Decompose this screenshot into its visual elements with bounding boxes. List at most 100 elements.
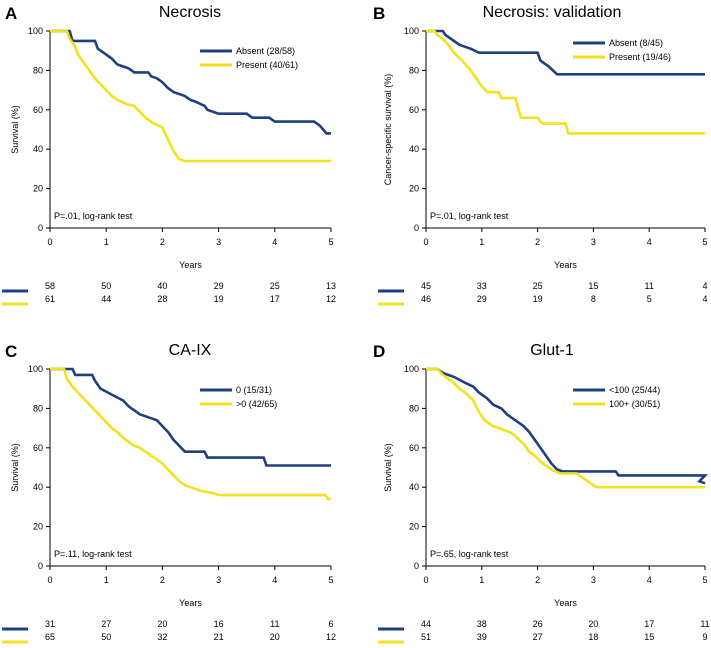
x-tick-label: 4 [647,575,652,585]
x-tick-label: 2 [535,575,540,585]
x-tick-label: 4 [647,237,652,247]
y-tick-label: 40 [409,482,419,492]
risk-count: 45 [421,281,431,291]
risk-count: 44 [421,619,431,629]
risk-count: 19 [214,294,224,304]
y-tick-label: 80 [409,65,419,75]
x-tick-label: 0 [423,575,428,585]
risk-count: 61 [45,294,55,304]
x-tick-label: 5 [328,575,333,585]
y-tick-label: 60 [33,443,43,453]
stat-text: P=.65, log-rank test [430,549,509,559]
x-tick-label: 2 [535,237,540,247]
risk-count: 6 [328,619,333,629]
y-axis-label: Survival (%) [10,443,20,492]
x-tick-label: 3 [591,237,596,247]
y-tick-label: 40 [33,482,43,492]
km-curve-yellow [50,367,331,501]
risk-count: 4 [702,294,707,304]
stat-text: P=.11, log-rank test [54,549,132,559]
x-tick-label: 4 [272,237,277,247]
risk-count: 15 [644,632,654,642]
y-tick-label: 0 [38,223,43,233]
km-curve-blue [50,29,331,135]
risk-count: 38 [477,619,487,629]
x-tick-label: 1 [479,575,484,585]
km-curve-blue [426,367,709,485]
risk-count: 9 [702,632,707,642]
risk-count: 11 [700,619,709,629]
legend-label: 100+ (30/51) [609,399,660,409]
y-axis-label: Cancer-specific survival (%) [383,74,393,186]
y-tick-label: 0 [414,223,419,233]
risk-count: 20 [270,632,280,642]
legend-label: Absent (28/58) [236,46,295,56]
legend-label: Present (19/46) [609,52,671,62]
risk-count: 51 [421,632,431,642]
y-tick-label: 20 [33,522,43,532]
risk-count: 46 [421,294,431,304]
risk-count: 20 [588,619,598,629]
x-tick-label: 1 [479,237,484,247]
risk-count: 33 [477,281,487,291]
risk-count: 26 [533,619,543,629]
y-tick-label: 100 [404,26,419,36]
x-tick-label: 0 [47,575,52,585]
km-curve-yellow [426,29,705,135]
risk-count: 8 [591,294,596,304]
risk-count: 13 [326,281,336,291]
risk-count: 29 [477,294,487,304]
y-axis-label: Survival (%) [10,105,20,154]
x-tick-label: 3 [216,237,221,247]
panel-letter: A [5,4,17,23]
risk-count: 17 [270,294,280,304]
legend-label: Absent (8/45) [609,38,663,48]
risk-count: 32 [157,632,167,642]
y-tick-label: 100 [28,364,43,374]
x-tick-label: 3 [216,575,221,585]
risk-count: 5 [647,294,652,304]
x-tick-label: 0 [47,237,52,247]
risk-count: 65 [45,632,55,642]
risk-count: 58 [45,281,55,291]
risk-count: 11 [645,281,654,291]
y-tick-label: 0 [414,561,419,571]
risk-count: 18 [588,632,598,642]
x-tick-label: 2 [160,237,165,247]
risk-count: 15 [588,281,598,291]
y-axis-label: Survival (%) [383,443,393,492]
risk-count: 27 [101,619,111,629]
legend-label: Present (40/61) [236,60,298,70]
risk-count: 31 [45,619,55,629]
x-tick-label: 3 [591,575,596,585]
risk-count: 17 [644,619,654,629]
y-tick-label: 60 [33,105,43,115]
legend-label: 0 (15/31) [236,385,272,395]
risk-count: 16 [214,619,224,629]
risk-count: 19 [533,294,543,304]
x-tick-label: 5 [702,237,707,247]
y-tick-label: 60 [409,105,419,115]
risk-count: 21 [214,632,224,642]
risk-count: 50 [101,632,111,642]
x-tick-label: 5 [328,237,333,247]
x-tick-label: 1 [104,575,109,585]
y-tick-label: 100 [404,364,419,374]
km-curve-yellow [50,29,331,163]
x-axis-label: Years [554,260,577,270]
chart-title: Necrosis [159,4,221,21]
risk-count: 29 [214,281,224,291]
risk-count: 40 [157,281,167,291]
x-axis-label: Years [554,598,577,608]
y-tick-label: 80 [409,403,419,413]
km-curve-yellow [426,367,705,489]
stat-text: P=.01, log-rank test [430,211,509,221]
x-tick-label: 1 [104,237,109,247]
risk-count: 28 [157,294,167,304]
y-tick-label: 80 [33,403,43,413]
y-tick-label: 20 [409,184,419,194]
stat-text: P=.01, log-rank test [54,211,133,221]
panel-letter: B [373,4,385,23]
